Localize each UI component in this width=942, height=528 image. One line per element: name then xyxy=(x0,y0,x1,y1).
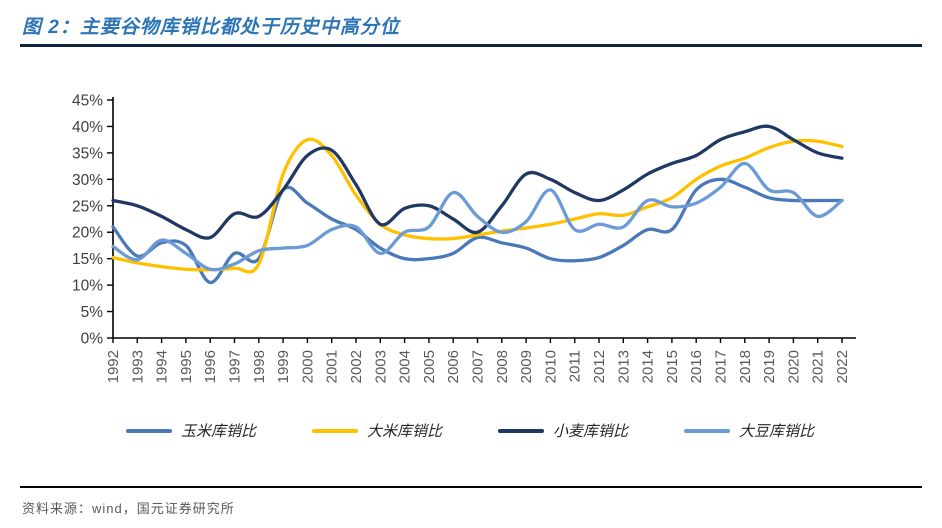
legend-label-soybean: 大豆库销比 xyxy=(739,423,815,440)
y-tick-label: 25% xyxy=(72,198,103,215)
y-tick-label: 35% xyxy=(72,145,103,162)
chart-area: 0% 5% 10% 15% 20% 25% 30% 35% 40% 45% 1992 1993 1994… xyxy=(0,55,942,415)
legend-swatch-rice xyxy=(311,428,358,433)
x-tick-label: 2004 xyxy=(397,350,414,383)
x-tick-label: 2022 xyxy=(834,350,851,383)
x-tick-label: 2002 xyxy=(348,350,365,383)
x-tick-label: 2003 xyxy=(372,350,389,383)
legend-swatch-wheat xyxy=(498,428,544,433)
y-tick-label: 15% xyxy=(72,251,103,268)
x-tick-label: 2015 xyxy=(664,350,681,383)
x-tick-label: 1998 xyxy=(251,350,268,383)
x-tick-label: 1992 xyxy=(105,350,122,383)
x-tick-label: 2005 xyxy=(421,350,438,383)
y-tick-label: 45% xyxy=(72,93,103,110)
x-tick-label: 2013 xyxy=(615,350,632,383)
legend-label-corn: 玉米库销比 xyxy=(180,423,256,440)
source-divider xyxy=(20,486,922,488)
title-divider xyxy=(20,44,922,47)
x-tick-label: 2009 xyxy=(518,350,535,383)
x-tick-label: 2012 xyxy=(591,350,608,383)
y-tick-label: 10% xyxy=(72,278,103,295)
x-tick-label: 1995 xyxy=(178,350,195,383)
x-tick-label: 2000 xyxy=(299,350,316,383)
x-tick-label: 2020 xyxy=(785,350,802,383)
series-line-soybean xyxy=(111,161,844,272)
x-tick-label: 2011 xyxy=(567,350,584,382)
x-tick-label: 1997 xyxy=(227,350,244,383)
x-tick-label: 2014 xyxy=(640,350,657,383)
legend-item-soybean[interactable]: 大豆库销比 xyxy=(684,420,814,441)
source-note: 资料来源：wind，国元证券研究所 xyxy=(22,501,235,516)
y-tick-label: 30% xyxy=(72,172,103,189)
legend-swatch-soybean xyxy=(684,428,731,433)
y-tick-label: 40% xyxy=(72,119,103,136)
x-tick-label: 2016 xyxy=(688,350,705,383)
y-tick-label: 20% xyxy=(72,225,103,242)
x-tick-label: 1994 xyxy=(154,350,171,383)
x-tick-label: 2001 xyxy=(324,350,341,383)
x-tick-label: 2006 xyxy=(445,350,462,383)
x-tick-label: 2019 xyxy=(761,350,778,383)
x-tick-label: 2017 xyxy=(713,350,730,383)
legend-item-rice[interactable]: 大米库销比 xyxy=(311,420,442,441)
x-tick-label: 2007 xyxy=(470,350,487,383)
x-tick-label: 2021 xyxy=(810,350,827,383)
figure-title: 图 2：主要谷物库销比都处于历史中高分位 xyxy=(22,17,400,38)
legend-label-rice: 大米库销比 xyxy=(366,423,442,440)
legend-item-wheat[interactable]: 小麦库销比 xyxy=(498,420,628,441)
x-tick-label: 2018 xyxy=(737,350,754,383)
y-tick-label: 5% xyxy=(81,304,104,321)
chart-svg: 0% 5% 10% 15% 20% 25% 30% 35% 40% 45% 1992 1993 1994… xyxy=(72,93,856,383)
x-tick-label: 1996 xyxy=(202,350,219,383)
x-tick-label: 2008 xyxy=(494,350,511,383)
x-tick-label: 1999 xyxy=(275,350,292,383)
legend-label-wheat: 小麦库销比 xyxy=(553,423,629,440)
series-line-rice xyxy=(111,137,844,274)
series-line-corn xyxy=(111,177,844,285)
series-line-wheat xyxy=(111,124,844,240)
chart-legend: 玉米库销比 大米库销比 小麦库销比 大豆库销比 xyxy=(60,420,880,441)
x-tick-label: 2010 xyxy=(542,350,559,383)
y-tick-label: 0% xyxy=(81,331,104,348)
legend-swatch-corn xyxy=(125,428,172,433)
x-tick-label: 1993 xyxy=(129,350,146,383)
legend-item-corn[interactable]: 玉米库销比 xyxy=(125,420,256,441)
